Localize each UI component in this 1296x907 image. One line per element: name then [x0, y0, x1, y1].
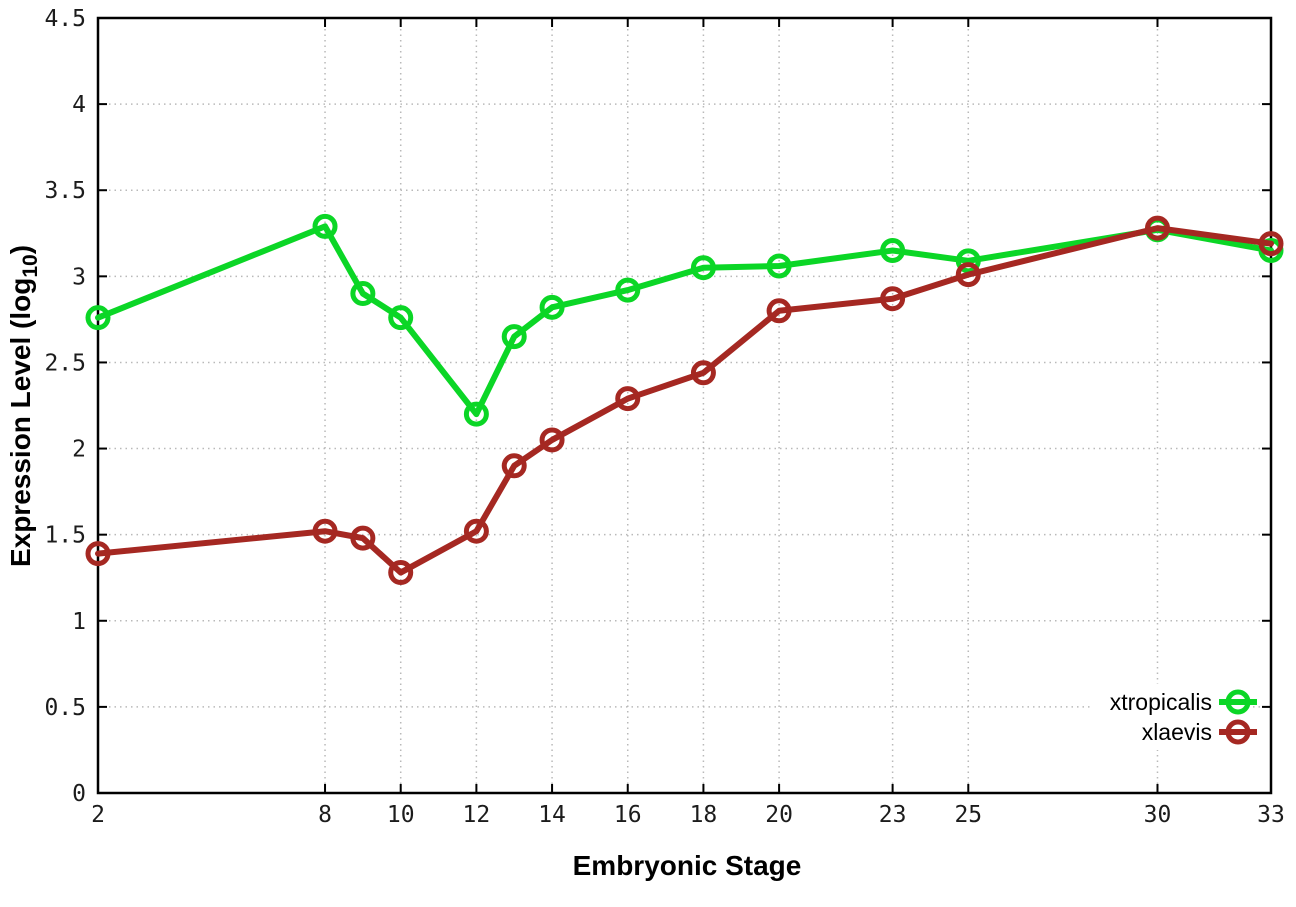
y-tick-label: 4 [72, 92, 86, 118]
data-point-xtropicalis [85, 305, 111, 331]
x-tick-label: 33 [1257, 802, 1285, 828]
plot-border [96, 16, 1273, 795]
x-tick-label: 10 [387, 802, 415, 828]
data-point-xlaevis [85, 541, 111, 567]
data-point-xtropicalis [388, 305, 414, 331]
data-point-xlaevis [463, 518, 489, 544]
x-tick-label: 20 [765, 802, 793, 828]
x-tick-label: 16 [614, 802, 642, 828]
data-point-xlaevis [350, 525, 376, 551]
data-point-xlaevis [388, 560, 414, 586]
series-line-xtropicalis [95, 223, 1274, 418]
y-axis-title-main: Expression Level (log [5, 278, 36, 567]
data-point-xtropicalis [501, 324, 527, 350]
y-tick-label: 2.5 [44, 350, 86, 376]
y-tick-label: 1.5 [44, 523, 86, 549]
series-line-xlaevis [95, 225, 1274, 576]
data-point-xtropicalis [766, 253, 792, 279]
y-tick-label: 0.5 [44, 695, 86, 721]
grid-layer [97, 17, 1272, 794]
data-point-xtropicalis [463, 401, 489, 427]
y-axis-title-subscript: 10 [19, 254, 42, 277]
data-point-xtropicalis [690, 255, 716, 281]
data-point-xtropicalis [350, 281, 376, 307]
data-point-xlaevis [501, 453, 527, 479]
x-tick-label: 25 [954, 802, 982, 828]
y-tick-label: 0 [72, 781, 86, 807]
x-tick-label: 23 [879, 802, 907, 828]
legend-background [1092, 684, 1252, 750]
data-point-xtropicalis [539, 294, 565, 320]
data-point-xlaevis [1144, 215, 1170, 241]
legend-layer: xtropicalis xlaevis [1092, 684, 1257, 750]
legend-label-xtropicalis: xtropicalis [1110, 689, 1212, 715]
y-tick-label: 3.5 [44, 178, 86, 204]
data-point-xtropicalis [880, 238, 906, 263]
legend-sample-marker-xtropicalis [1225, 689, 1251, 715]
data-point-xlaevis [955, 262, 981, 288]
data-point-xlaevis [690, 360, 716, 386]
data-point-xtropicalis [312, 213, 338, 239]
data-point-xlaevis [539, 427, 565, 453]
x-axis-title: Embryonic Stage [573, 850, 802, 881]
axes-layer: 2 8 10 12 14 16 18 20 23 25 30 33 0 0.5 1 1.5 2 2.5 3 3.5 4 4… [44, 6, 1284, 828]
x-tick-label: 2 [91, 802, 105, 828]
legend-label-xlaevis: xlaevis [1142, 719, 1212, 745]
data-point-xlaevis [766, 298, 792, 324]
x-tick-label: 12 [463, 802, 491, 828]
data-point-xlaevis [312, 518, 338, 544]
x-tick-label: 30 [1144, 802, 1172, 828]
y-axis-title: Expression Level (log10) [5, 245, 42, 567]
data-point-xlaevis [1258, 231, 1284, 257]
y-tick-label: 1 [72, 609, 86, 635]
x-tick-label: 8 [318, 802, 332, 828]
x-tick-label: 18 [690, 802, 718, 828]
y-tick-label: 3 [72, 264, 86, 290]
data-point-xlaevis [615, 386, 641, 412]
y-tick-label: 2 [72, 437, 86, 463]
legend-sample-marker-xlaevis [1225, 719, 1251, 745]
y-tick-label: 4.5 [44, 6, 86, 32]
data-point-xtropicalis [615, 277, 641, 303]
data-point-xlaevis [880, 286, 906, 312]
series-layer [85, 213, 1284, 586]
data-point-xtropicalis [955, 248, 981, 274]
x-tick-label: 14 [538, 802, 566, 828]
y-axis-title-end: ) [5, 245, 36, 254]
